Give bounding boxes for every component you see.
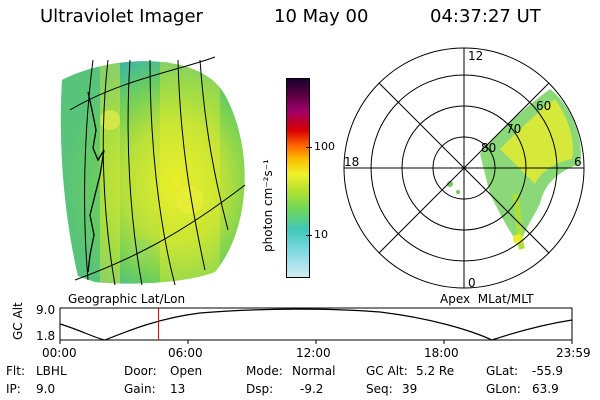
polar-caption: Apex MLat/MLT xyxy=(440,292,534,306)
gain-label: Gain: xyxy=(124,382,156,396)
ip-value: 9.0 xyxy=(36,382,56,396)
altitude-curve xyxy=(59,308,573,341)
gain-field: Gain: 13 xyxy=(124,382,185,396)
dsp-label: Dsp: xyxy=(246,382,274,396)
seq-field: Seq: 39 xyxy=(366,382,417,396)
time-label-1800: 18:00 xyxy=(424,346,459,360)
glon-label: GLon: xyxy=(486,382,521,396)
mlt-label-6: 6 xyxy=(574,155,582,169)
mode-value: Normal xyxy=(292,364,336,378)
mlt-label-18: 18 xyxy=(344,155,359,169)
seq-label: Seq: xyxy=(366,382,393,396)
door-value: Open xyxy=(170,364,203,378)
emission-texture xyxy=(60,61,220,284)
mlt-label-12: 12 xyxy=(468,49,483,63)
header-time: 04:37:27 UT xyxy=(430,6,541,27)
mode-label: Mode: xyxy=(246,364,283,378)
colorbar-label-10: 10 xyxy=(314,228,328,241)
instrument-title: Ultraviolet Imager xyxy=(40,6,203,27)
colorbar-unit-label: photon cm⁻²s⁻¹ xyxy=(261,159,275,252)
lat-lon-grid xyxy=(69,56,246,286)
header-date: 10 May 00 xyxy=(274,6,369,27)
glon-value: 63.9 xyxy=(532,382,559,396)
gain-value: 13 xyxy=(170,382,186,396)
glat-label: GLat: xyxy=(486,364,519,378)
flt-label: Flt: xyxy=(6,364,25,378)
colorbar-label-100: 100 xyxy=(314,140,335,153)
header: Ultraviolet Imager 10 May 00 04:37:27 UT xyxy=(0,0,600,34)
glat-field: GLat: -55.9 xyxy=(486,364,563,378)
door-label: Door: xyxy=(124,364,157,378)
seq-value: 39 xyxy=(402,382,418,396)
glat-value: -55.9 xyxy=(532,364,564,378)
alt-ylabel: GC Alt xyxy=(11,302,25,340)
flt-value: LBHL xyxy=(36,364,67,378)
time-label-1200: 12:00 xyxy=(296,346,331,360)
polar-grid xyxy=(343,47,585,289)
altitude-plot-frame xyxy=(59,307,573,341)
colorbar-tick-100 xyxy=(306,147,312,148)
gcalt-label: GC Alt: xyxy=(366,364,408,378)
time-label-0000: 00:00 xyxy=(42,346,77,360)
ip-label: IP: xyxy=(6,382,21,396)
gcalt-value: 5.2 Re xyxy=(416,364,455,378)
ip-field: IP: 9.0 xyxy=(6,382,55,396)
glon-field: GLon: 63.9 xyxy=(486,382,559,396)
coastline xyxy=(87,91,105,273)
mlat-label-70: 70 xyxy=(506,122,521,136)
alt-ytick-top: 9.0 xyxy=(36,303,55,317)
time-label-0600: 06:00 xyxy=(168,346,203,360)
geographic-caption: Geographic Lat/Lon xyxy=(68,292,186,306)
alt-ytick-bottom: 1.8 xyxy=(36,329,55,343)
polar-plot: 12 18 6 0 60 70 80 xyxy=(343,47,585,289)
flt-field: Flt: LBHL xyxy=(6,364,67,378)
mlat-label-80: 80 xyxy=(481,141,496,155)
geographic-image xyxy=(60,56,246,286)
time-label-2359: 23:59 xyxy=(556,346,591,360)
gcalt-field: GC Alt: 5.2 Re xyxy=(366,364,454,378)
mlt-label-0: 0 xyxy=(468,276,476,289)
dsp-value: -9.2 xyxy=(300,382,324,396)
time-ticks xyxy=(59,340,573,344)
colorbar xyxy=(286,78,310,278)
mlat-label-60: 60 xyxy=(536,99,551,113)
mode-field: Mode: Normal xyxy=(246,364,335,378)
dsp-field: Dsp: -9.2 xyxy=(246,382,323,396)
door-field: Door: Open xyxy=(124,364,202,378)
auroral-oval xyxy=(447,89,581,250)
altitude-plot: 9.0 1.8 GC Alt 00:00 06:00 12:00 18:00 2… xyxy=(11,302,591,360)
colorbar-tick-10 xyxy=(306,235,312,236)
